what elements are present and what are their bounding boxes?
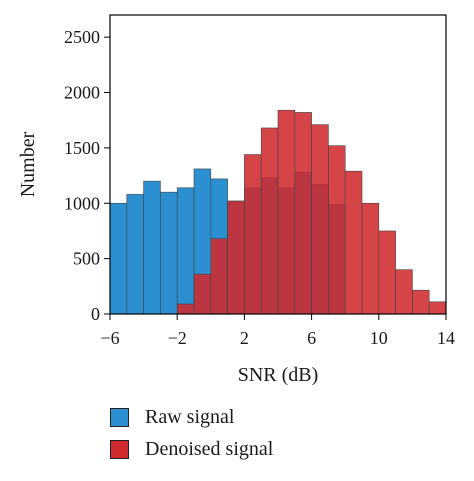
- y-tick-label: 2500: [64, 27, 100, 47]
- y-tick-label: 0: [91, 304, 100, 324]
- y-axis-label: Number: [17, 131, 39, 197]
- x-tick-label: −2: [168, 328, 187, 348]
- bar-raw-signal: [143, 180, 161, 315]
- legend-label-raw: Raw signal: [145, 405, 235, 428]
- bar-denoised-signal: [193, 273, 212, 315]
- bar-denoised-signal: [311, 124, 329, 315]
- plot-frame: [109, 14, 447, 315]
- bar-raw-signal: [109, 202, 128, 315]
- bar-raw-signal: [126, 194, 144, 315]
- bar-denoised-signal: [361, 202, 380, 315]
- y-tick-label: 1500: [64, 138, 100, 158]
- legend-swatch-raw: [110, 407, 129, 427]
- x-tick-label: −6: [100, 328, 119, 348]
- legend-label-denoised: Denoised signal: [145, 437, 274, 460]
- legend-swatch-denoised: [110, 439, 129, 459]
- bar-denoised-signal: [412, 289, 430, 315]
- bar-denoised-signal: [428, 301, 447, 315]
- x-tick-label: 14: [437, 328, 455, 348]
- x-tick-label: 6: [307, 328, 316, 348]
- bar-raw-signal: [176, 187, 195, 315]
- bar-denoised-signal: [227, 200, 245, 315]
- y-tick-label: 500: [73, 249, 100, 269]
- bar-denoised-signal: [176, 303, 195, 315]
- legend-item-denoised: Denoised signal: [110, 435, 273, 463]
- bar-denoised-signal: [210, 238, 228, 315]
- bar-denoised-signal: [378, 230, 396, 315]
- y-tick-label: 2000: [64, 83, 100, 103]
- legend: Raw signal Denoised signal: [110, 403, 273, 467]
- bar-denoised-signal: [294, 112, 312, 315]
- chart-svg: 0 500 1000 1500 2000 2500 −6 −2 2 6 10 14 SNR (dB) Nu…: [17, 14, 455, 386]
- y-tick-label: 1000: [64, 193, 100, 213]
- bar-denoised-signal: [277, 109, 296, 315]
- bar-denoised-signal: [395, 269, 413, 315]
- bar-denoised-signal: [344, 170, 363, 315]
- legend-item-raw: Raw signal: [110, 403, 273, 431]
- histogram-chart: 0 500 1000 1500 2000 2500 −6 −2 2 6 10 14 SNR (dB) Nu…: [17, 14, 455, 386]
- bar-denoised-signal: [244, 154, 262, 315]
- x-axis-label: SNR (dB): [238, 364, 319, 386]
- bar-denoised-signal: [260, 127, 279, 315]
- x-tick-label: 10: [370, 328, 388, 348]
- bar-denoised-signal: [328, 145, 346, 315]
- bar-raw-signal: [160, 191, 178, 315]
- x-tick-label: 2: [240, 328, 249, 348]
